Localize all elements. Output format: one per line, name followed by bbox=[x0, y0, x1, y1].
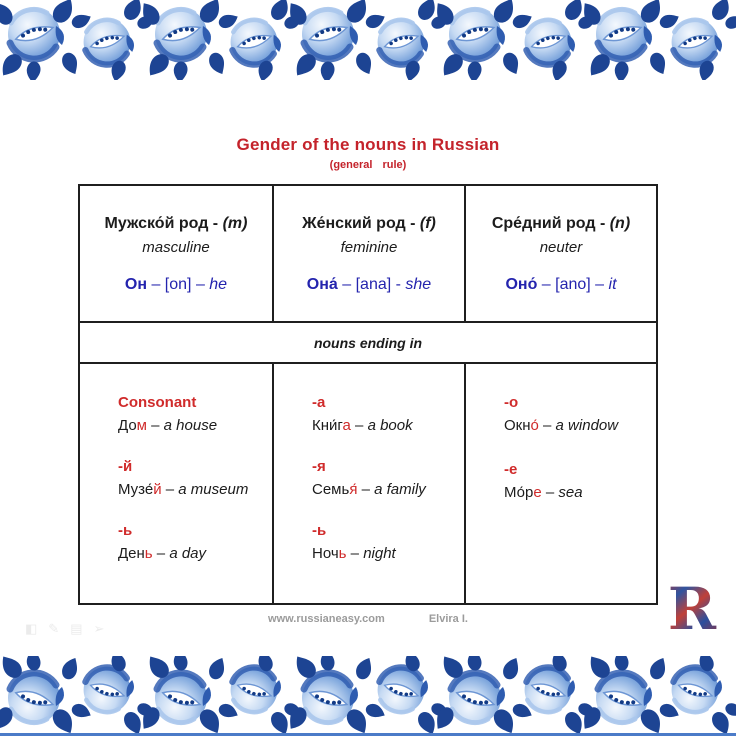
entry-ya: -я Семья́ – a family bbox=[312, 457, 454, 500]
ending-label: -й bbox=[118, 458, 133, 475]
title-block: Gender of the nouns in Russian (general … bbox=[0, 135, 736, 171]
page-subtitle: (general rule) bbox=[329, 159, 407, 171]
grid-icon: ▤ bbox=[70, 621, 83, 636]
page-title: Gender of the nouns in Russian bbox=[236, 135, 500, 154]
body-cell-masculine: Consonant Дом – a house -й Музе́й – a mu… bbox=[80, 364, 272, 603]
ending-label: -а bbox=[312, 394, 326, 411]
pronoun-line-he: Он – [on] – he bbox=[124, 276, 228, 293]
example-word: Окно́ – a window bbox=[504, 417, 619, 434]
example-word: Ночь – night bbox=[312, 545, 396, 562]
like-icon: ◧ bbox=[25, 621, 38, 636]
entry-e: -е Мо́ре – sea bbox=[504, 460, 646, 503]
brand-logo-r: R bbox=[664, 577, 720, 641]
header-english-feminine: feminine bbox=[340, 239, 398, 256]
share-icon: ➢ bbox=[93, 621, 105, 636]
example-word: Музе́й – a museum bbox=[118, 481, 249, 498]
body-cell-feminine: -а Кни́га – a book -я Семья́ – a family … bbox=[272, 364, 464, 603]
header-russian-feminine: Же́нский род - (f) bbox=[302, 215, 436, 232]
body-cell-neuter: -о Окно́ – a window -е Мо́ре – sea bbox=[464, 364, 656, 603]
nouns-ending-in-row: nouns ending in bbox=[80, 321, 656, 364]
example-word: Мо́ре – sea bbox=[504, 484, 583, 501]
gzhel-border-bottom bbox=[0, 656, 736, 736]
entry-o: -о Окно́ – a window bbox=[504, 393, 646, 436]
gzhel-border-top bbox=[0, 0, 736, 80]
ending-label: -ь bbox=[118, 522, 133, 539]
example-word: Кни́га – a book bbox=[312, 417, 413, 434]
table-body-row: Consonant Дом – a house -й Музе́й – a mu… bbox=[80, 364, 656, 603]
header-cell-masculine: Мужско́й род - (m) masculine Он – [on] –… bbox=[80, 186, 272, 321]
gender-table: Мужско́й род - (m) masculine Он – [on] –… bbox=[78, 184, 658, 605]
pencil-icon: ✎ bbox=[48, 621, 60, 636]
ending-label: -о bbox=[504, 394, 519, 411]
footer: www.russianeasy.com Elvira I. bbox=[0, 613, 736, 625]
ending-label: -я bbox=[312, 458, 326, 475]
example-word: День – a day bbox=[118, 545, 207, 562]
entry-y-kratkoe: -й Музе́й – a museum bbox=[118, 457, 262, 500]
header-english-neuter: neuter bbox=[539, 239, 583, 256]
author-credit: Elvira I. bbox=[428, 613, 468, 625]
entry-soft-sign-m: -ь День – a day bbox=[118, 521, 262, 564]
pronoun-line-it: Оно́ – [ano] – it bbox=[505, 276, 617, 293]
ending-label: -е bbox=[504, 461, 518, 478]
pronoun-line-she: Она́ – [ana] - she bbox=[306, 276, 432, 293]
entry-soft-sign-f: -ь Ночь – night bbox=[312, 521, 454, 564]
example-word: Семья́ – a family bbox=[312, 481, 426, 498]
example-word: Дом – a house bbox=[118, 417, 218, 434]
ending-label: -ь bbox=[312, 522, 327, 539]
watermark-toolbar: ◧ ✎ ▤ ➢ bbox=[25, 621, 104, 637]
header-cell-neuter: Сре́дний род - (n) neuter Оно́ – [ano] –… bbox=[464, 186, 656, 321]
table-header-row: Мужско́й род - (m) masculine Он – [on] –… bbox=[80, 186, 656, 321]
website-link[interactable]: www.russianeasy.com bbox=[268, 613, 385, 625]
ending-label: Consonant bbox=[118, 394, 197, 411]
entry-a: -а Кни́га – a book bbox=[312, 393, 454, 436]
header-russian-neuter: Сре́дний род - (n) bbox=[491, 215, 631, 232]
bottom-edge-line bbox=[0, 733, 736, 736]
header-cell-feminine: Же́нский род - (f) feminine Она́ – [ana]… bbox=[272, 186, 464, 321]
nouns-ending-in-label: nouns ending in bbox=[313, 335, 423, 351]
header-english-masculine: masculine bbox=[142, 239, 210, 256]
header-russian-masculine: Мужско́й род - (m) bbox=[104, 215, 248, 232]
entry-consonant: Consonant Дом – a house bbox=[118, 393, 262, 436]
